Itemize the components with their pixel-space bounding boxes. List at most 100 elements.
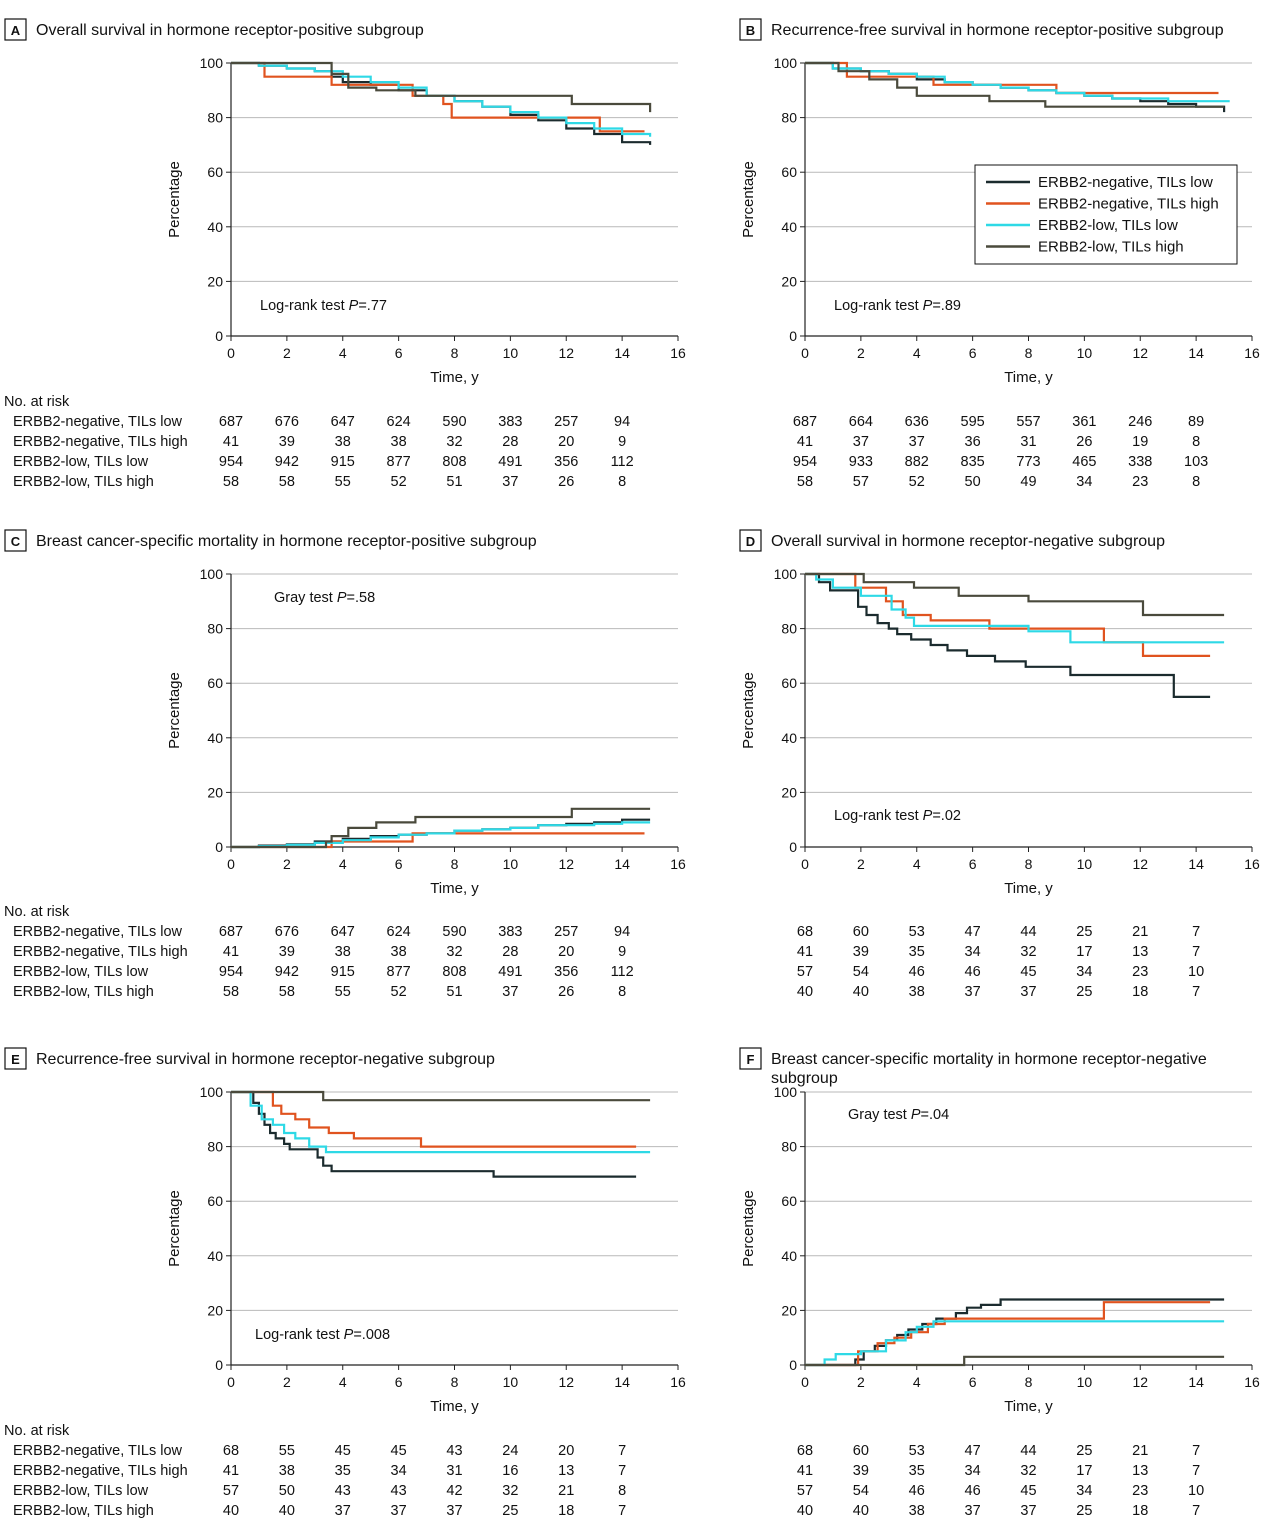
risk-value: 8 (618, 1483, 626, 1499)
risk-value: 257 (554, 924, 578, 940)
test-value: =.77 (358, 298, 387, 314)
risk-value: 877 (387, 964, 411, 980)
risk-value: 37 (502, 984, 518, 1000)
risk-value: 43 (446, 1443, 462, 1459)
x-tick-label: 4 (339, 856, 347, 872)
x-tick-label: 16 (670, 856, 686, 872)
risk-value: 915 (331, 964, 355, 980)
x-tick-label: 6 (395, 856, 403, 872)
risk-value: 103 (1184, 454, 1208, 470)
risk-value: 31 (446, 1463, 462, 1479)
test-value: =.04 (921, 1107, 950, 1123)
series-line-f-1 (805, 1298, 1225, 1367)
risk-value: 687 (793, 414, 817, 430)
risk-value: 17 (1076, 944, 1092, 960)
risk-value: 44 (1020, 1443, 1036, 1459)
risk-value: 45 (335, 1443, 351, 1459)
risk-value: 41 (223, 434, 239, 450)
risk-value: 7 (618, 1503, 626, 1519)
x-tick-label: 6 (395, 1374, 403, 1390)
x-tick-label: 16 (1244, 856, 1260, 872)
risk-value: 41 (223, 1463, 239, 1479)
risk-value: 624 (387, 414, 411, 430)
panel-letter-box (739, 529, 762, 552)
y-tick-label: 40 (781, 730, 797, 746)
risk-value: 16 (502, 1463, 518, 1479)
x-tick-label: 4 (913, 856, 921, 872)
risk-value: 46 (909, 964, 925, 980)
y-tick-label: 60 (207, 675, 223, 691)
series-line-e-1 (231, 1090, 637, 1178)
risk-value: 636 (905, 414, 929, 430)
risk-value: 590 (442, 414, 466, 430)
x-tick-label: 8 (451, 1374, 459, 1390)
risk-value: 34 (965, 1463, 981, 1479)
risk-value: 687 (219, 414, 243, 430)
x-axis-label: Time, y (1004, 880, 1053, 897)
x-tick-label: 12 (1132, 345, 1148, 361)
risk-value: 7 (1192, 1463, 1200, 1479)
risk-value: 624 (387, 924, 411, 940)
risk-value: 13 (1132, 1463, 1148, 1479)
y-tick-label: 0 (215, 839, 223, 855)
series-line-c-4 (231, 807, 651, 849)
risk-value: 41 (797, 434, 813, 450)
risk-value: 60 (853, 1443, 869, 1459)
risk-value: 43 (335, 1483, 351, 1499)
series-line-a-2 (231, 61, 645, 133)
risk-row-label: ERBB2-low, TILs high (13, 1503, 154, 1519)
risk-value: 8 (618, 984, 626, 1000)
y-tick-label: 0 (215, 328, 223, 344)
panel-title-line: subgroup (771, 1070, 838, 1087)
risk-value: 13 (558, 1463, 574, 1479)
risk-value: 491 (498, 964, 522, 980)
risk-value: 383 (498, 414, 522, 430)
series-line-e-2 (231, 1090, 637, 1148)
risk-value: 39 (279, 944, 295, 960)
risk-value: 23 (1132, 474, 1148, 490)
risk-value: 877 (387, 454, 411, 470)
series-line-f-2 (805, 1301, 1211, 1367)
panel-letter-box (4, 529, 27, 552)
risk-value: 32 (446, 434, 462, 450)
legend: ERBB2-negative, TILs low ERBB2-negative, … (974, 164, 1238, 265)
risk-value: 647 (331, 924, 355, 940)
y-tick-label: 0 (789, 839, 797, 855)
x-tick-label: 12 (1132, 1374, 1148, 1390)
x-axis-label: Time, y (430, 369, 479, 386)
x-tick-label: 12 (558, 856, 574, 872)
x-tick-label: 10 (1077, 856, 1093, 872)
x-tick-label: 14 (1188, 345, 1204, 361)
risk-value: 25 (1076, 1503, 1092, 1519)
x-tick-label: 6 (395, 345, 403, 361)
risk-value: 40 (279, 1503, 295, 1519)
risk-value: 51 (446, 984, 462, 1000)
y-tick-label: 40 (207, 219, 223, 235)
y-tick-label: 60 (207, 164, 223, 180)
y-tick-label: 20 (207, 273, 223, 289)
x-tick-label: 0 (801, 345, 809, 361)
risk-value: 52 (391, 984, 407, 1000)
panel-a: A Overall survival in hormone receptor-po… (4, 18, 686, 490)
risk-value: 36 (965, 434, 981, 450)
risk-value: 58 (279, 984, 295, 1000)
risk-value: 7 (1192, 1503, 1200, 1519)
x-axis-label: Time, y (1004, 369, 1053, 386)
risk-value: 41 (223, 944, 239, 960)
risk-value: 68 (797, 1443, 813, 1459)
panel-title: Overall survival in hormone receptor-neg… (771, 533, 1165, 550)
risk-row-label: ERBB2-low, TILs high (13, 474, 154, 490)
risk-value: 19 (1132, 434, 1148, 450)
risk-value: 21 (1132, 1443, 1148, 1459)
risk-value: 49 (1020, 474, 1036, 490)
risk-value: 26 (558, 474, 574, 490)
y-axis-label: Percentage (740, 672, 757, 749)
series-line-f-4 (805, 1355, 1225, 1367)
y-tick-label: 80 (781, 1139, 797, 1155)
risk-value: 465 (1072, 454, 1096, 470)
test-annotation: Gray test P=.04 (848, 1107, 949, 1123)
risk-value: 21 (1132, 924, 1148, 940)
series-line-e-4 (231, 1090, 651, 1102)
series-line-a-4 (231, 61, 652, 113)
series-line-f-3 (805, 1320, 1225, 1367)
